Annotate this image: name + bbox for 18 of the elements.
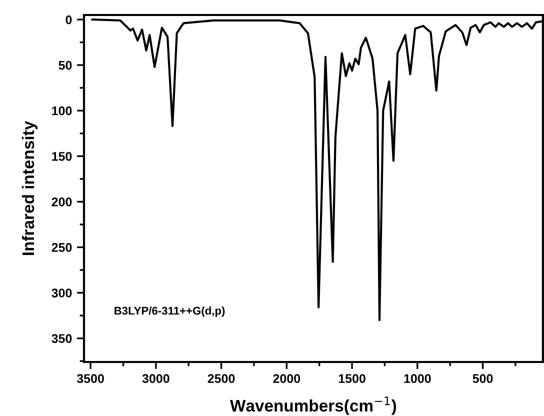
annotation: B3LYP/6-311++G(d,p) <box>114 306 225 317</box>
y-tick-label: 200 <box>52 198 72 206</box>
x-tick-label: 1500 <box>338 374 366 383</box>
y-tick-label: 300 <box>52 288 72 298</box>
y-tick-label: 100 <box>52 106 72 116</box>
x-tick-label: 2500 <box>208 374 235 383</box>
x-tick-label: 500 <box>472 374 493 383</box>
x-tick-label: 3000 <box>142 374 170 384</box>
x-tick-label: 2000 <box>273 374 300 383</box>
y-tick-label: 150 <box>52 152 72 161</box>
x-tick-label: 3500 <box>76 374 104 384</box>
y-tick-label: 50 <box>58 60 72 70</box>
y-tick-label: 350 <box>52 334 72 343</box>
y-tick-label: 250 <box>52 243 72 252</box>
y-tick-label: 0 <box>66 15 72 24</box>
x-tick-label: 1000 <box>404 374 431 383</box>
x-axis-title: Wavenumbers(cm$^{−1}$) <box>230 396 396 415</box>
y-axis-title: Infrared intensity <box>22 120 38 255</box>
